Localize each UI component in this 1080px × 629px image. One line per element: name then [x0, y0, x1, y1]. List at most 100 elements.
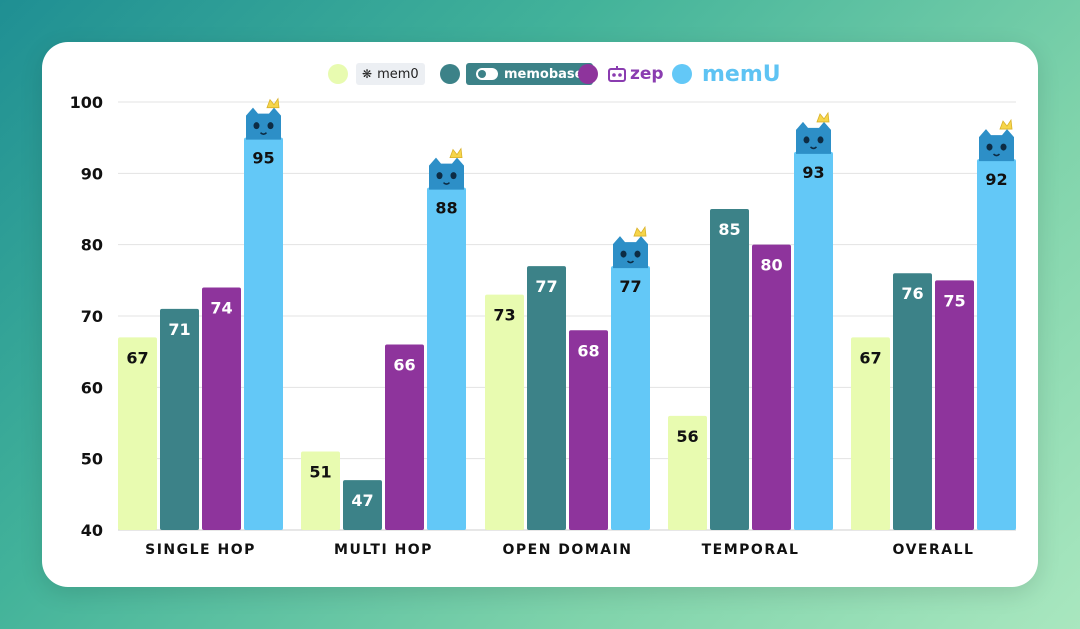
crown-icon	[999, 118, 1013, 130]
bar-zep-3: 80	[752, 244, 791, 530]
toggle-icon	[476, 68, 498, 80]
y-tick-label: 60	[81, 378, 103, 397]
bar-rect	[611, 266, 650, 530]
y-tick-label: 50	[81, 450, 103, 469]
legend-item-zep: zep	[578, 63, 666, 85]
bars: 67 71 74 95 51 47 66 88 73 77 68 77 56 85 80 93 67 76 75 92	[118, 97, 1016, 531]
bar-value-label: 56	[676, 427, 698, 446]
x-tick-label: MULTI HOP	[334, 542, 433, 558]
crown-icon	[816, 111, 830, 123]
bar-rect	[385, 344, 424, 530]
bar-mem0-2: 73	[485, 294, 524, 530]
bar-value-label: 93	[802, 163, 824, 182]
bar-value-label: 74	[210, 298, 232, 317]
bar-mem0-4: 67	[851, 337, 890, 530]
legend-logo-memu: memU	[700, 61, 783, 87]
bar-rect	[343, 480, 382, 530]
bar-zep-4: 75	[935, 280, 974, 530]
bar-value-label: 47	[351, 491, 373, 510]
bar-mem0-0: 67	[118, 337, 157, 530]
x-tick-label: OVERALL	[893, 542, 975, 558]
y-axis-ticks: 40 50 60 70 80 90 100	[70, 93, 103, 540]
legend-logo-memobase: memobase	[466, 63, 594, 85]
legend-label-memobase: memobase	[504, 66, 584, 82]
bar-value-label: 88	[435, 199, 457, 218]
bar-value-label: 71	[168, 320, 190, 339]
crown-icon	[449, 147, 463, 158]
bar-value-label: 67	[859, 348, 881, 367]
crowned-cat-icon	[979, 118, 1014, 162]
legend-label-memu: memU	[702, 61, 781, 87]
y-tick-label: 80	[81, 236, 103, 255]
bar-rect	[935, 280, 974, 530]
bar-memu-0: 95	[244, 97, 283, 530]
bar-rect	[569, 330, 608, 530]
bar-memu-1: 88	[427, 147, 466, 530]
bar-memobase-0: 71	[160, 308, 199, 530]
crown-icon	[266, 97, 280, 109]
y-tick-label: 40	[81, 521, 103, 540]
bar-value-label: 66	[393, 356, 415, 375]
bar-value-label: 95	[252, 149, 274, 168]
bar-value-label: 76	[901, 284, 923, 303]
bar-rect	[851, 337, 890, 530]
robot-icon	[608, 66, 626, 82]
legend-item-memu: memU	[672, 61, 783, 87]
x-tick-label: TEMPORAL	[702, 542, 800, 558]
mem0-logo-icon: ❋	[362, 67, 373, 81]
bar-value-label: 67	[126, 348, 148, 367]
crowned-cat-icon	[246, 97, 281, 140]
crowned-cat-icon	[429, 147, 464, 190]
bar-rect	[485, 294, 524, 530]
bar-rect	[977, 159, 1016, 531]
crowned-cat-icon	[796, 111, 831, 154]
bar-rect	[893, 273, 932, 530]
bar-rect	[118, 337, 157, 530]
bar-value-label: 92	[985, 170, 1007, 189]
bar-rect	[527, 266, 566, 530]
legend-swatch-memobase	[440, 64, 460, 84]
bar-rect	[202, 287, 241, 530]
legend-swatch-memu	[672, 64, 692, 84]
x-tick-label: OPEN DOMAIN	[502, 542, 632, 558]
bar-rect	[427, 187, 466, 530]
bar-mem0-1: 51	[301, 451, 340, 530]
bar-value-label: 77	[619, 277, 641, 296]
bar-value-label: 85	[718, 220, 740, 239]
crowned-cat-icon	[613, 225, 648, 269]
bar-rect	[668, 415, 707, 530]
bar-rect	[752, 244, 791, 530]
bar-value-label: 77	[535, 277, 557, 296]
bar-zep-1: 66	[385, 344, 424, 530]
legend-logo-mem0: ❋ mem0	[356, 63, 425, 85]
bar-memu-3: 93	[794, 111, 833, 530]
y-tick-label: 100	[70, 93, 103, 112]
bar-rect	[244, 137, 283, 530]
bar-value-label: 51	[309, 463, 331, 482]
bar-zep-0: 74	[202, 287, 241, 530]
x-tick-label: SINGLE HOP	[145, 542, 256, 558]
bar-value-label: 75	[943, 291, 965, 310]
bar-memobase-1: 47	[343, 480, 382, 530]
bar-memobase-4: 76	[893, 273, 932, 530]
bar-value-label: 73	[493, 306, 515, 325]
legend-label-zep: zep	[630, 64, 664, 84]
bar-memu-2: 77	[611, 225, 650, 530]
y-tick-label: 70	[81, 307, 103, 326]
legend-item-memobase: memobase	[440, 63, 594, 85]
bar-mem0-3: 56	[668, 415, 707, 530]
bar-zep-2: 68	[569, 330, 608, 530]
bar-rect	[301, 451, 340, 530]
x-axis-ticks: SINGLE HOP MULTI HOP OPEN DOMAIN TEMPORAL OV…	[145, 542, 975, 558]
legend-label-mem0: mem0	[377, 66, 419, 82]
legend: ❋ mem0 memobase zep memU	[0, 0, 1080, 87]
y-tick-label: 90	[81, 164, 103, 183]
legend-item-mem0: ❋ mem0	[328, 63, 425, 85]
legend-swatch-zep	[578, 64, 598, 84]
bar-value-label: 80	[760, 256, 782, 275]
legend-logo-zep: zep	[606, 63, 666, 85]
crown-icon	[633, 225, 647, 237]
legend-swatch-mem0	[328, 64, 348, 84]
bar-memobase-2: 77	[527, 266, 566, 530]
